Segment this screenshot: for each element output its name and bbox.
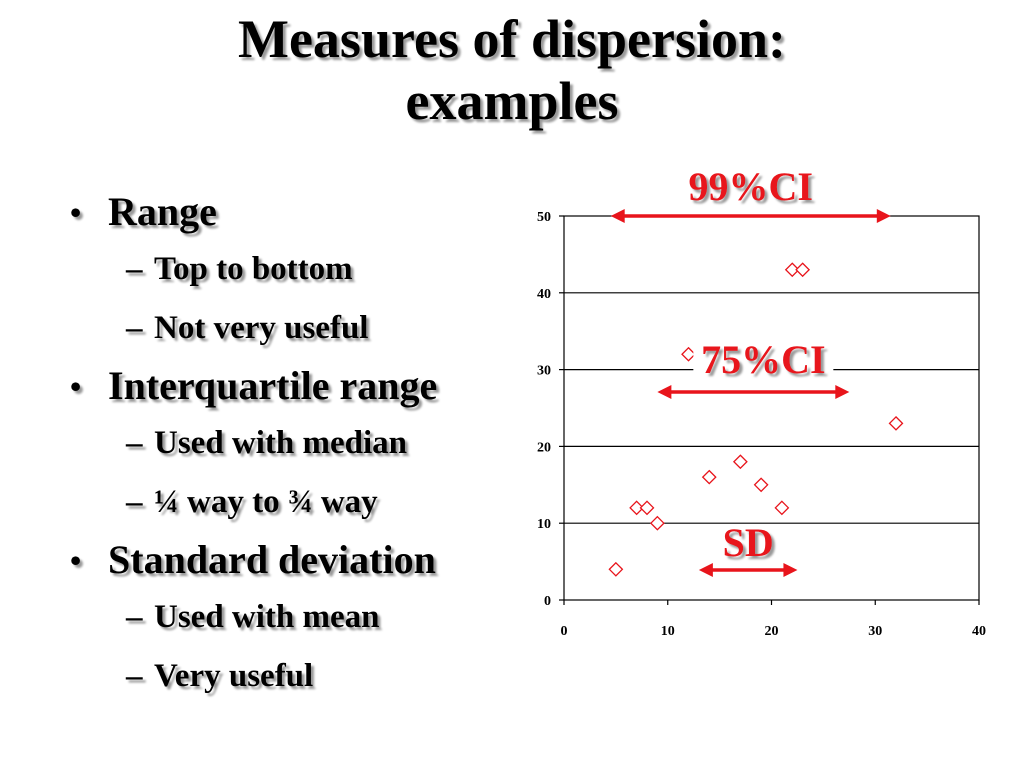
bullet-label-range: Range	[108, 189, 217, 234]
sub-bullet-label: Top to bottom	[154, 251, 353, 287]
bullet-marker: •	[70, 368, 82, 404]
sub-bullet-top-to-bottom: – Top to bottom	[68, 240, 528, 299]
bullet-marker: •	[70, 194, 82, 230]
data-point	[629, 500, 645, 516]
x-tick-label: 0	[561, 624, 568, 639]
arrowhead-right-icon	[876, 209, 891, 223]
y-tick-label: 0	[544, 594, 551, 609]
sub-bullet-used-with-median: – Used with median	[68, 414, 528, 473]
sub-bullet-marker: –	[126, 658, 143, 694]
y-tick-label: 10	[537, 517, 551, 532]
chart-gridlines	[564, 292, 979, 524]
sub-bullet-marker: –	[126, 484, 143, 520]
annotation-label-background	[693, 337, 834, 381]
sub-bullet-used-with-mean: – Used with mean	[68, 588, 528, 647]
data-point	[608, 561, 624, 577]
bullet-marker: •	[70, 542, 82, 578]
y-tick-label: 30	[537, 364, 551, 379]
arrowhead-right-icon	[835, 385, 850, 399]
data-point	[649, 515, 665, 531]
sub-bullet-label: Very useful	[154, 658, 314, 694]
data-point	[774, 500, 790, 516]
sub-bullet-marker: –	[126, 599, 143, 635]
bullet-range: • Range	[68, 184, 528, 240]
sub-bullet-label: Not very useful	[154, 310, 369, 346]
bullet-label-standard-deviation: Standard deviation	[108, 537, 436, 582]
annotation-label: 99%CI	[689, 164, 813, 209]
x-tick-label: 40	[972, 624, 986, 639]
sub-bullet-label: Used with mean	[154, 599, 380, 635]
bullet-list: • Range – Top to bottom – Not very usefu…	[68, 184, 528, 706]
chart-points	[608, 262, 904, 577]
annotation-label: 75%CI	[701, 337, 825, 382]
sub-bullet-label: ¼ way to ¾ way	[154, 484, 378, 520]
annotation-1: 75%CI	[657, 337, 850, 399]
sub-bullet-quarter-to-three-quarter: – ¼ way to ¾ way	[68, 473, 528, 532]
bullet-label-interquartile-range: Interquartile range	[108, 363, 438, 408]
sub-bullet-marker: –	[126, 310, 143, 346]
annotation-0: 99%CI	[610, 164, 891, 223]
data-point	[681, 346, 696, 362]
arrowhead-right-icon	[783, 563, 798, 577]
data-point	[732, 454, 748, 470]
annotation-label: SD	[723, 520, 774, 565]
data-point	[639, 500, 655, 516]
x-tick-label: 30	[868, 624, 882, 639]
arrowhead-left-icon	[698, 563, 713, 577]
sub-bullet-marker: –	[126, 425, 143, 461]
sub-bullet-very-useful: – Very useful	[68, 647, 528, 706]
y-tick-label: 50	[537, 210, 551, 225]
data-point	[784, 262, 800, 278]
bullet-standard-deviation: • Standard deviation	[68, 532, 528, 588]
slide-title-line-2: examples	[405, 71, 619, 131]
chart-axes: 0 10 20 30 40 50 0 10 20 30 40	[537, 210, 986, 639]
bullet-interquartile-range: • Interquartile range	[68, 358, 528, 414]
data-point	[701, 469, 717, 485]
sub-bullet-marker: –	[126, 251, 143, 287]
slide-title: Measures of dispersion: examples	[0, 8, 1024, 132]
data-point	[795, 262, 811, 278]
x-tick-label: 20	[765, 624, 779, 639]
chart-annotations: 99%CI 75%CI SD	[610, 164, 891, 577]
data-point	[888, 415, 904, 431]
annotation-2: SD	[698, 520, 798, 577]
sub-bullet-not-very-useful: – Not very useful	[68, 299, 528, 358]
y-tick-label: 40	[537, 287, 551, 302]
sub-bullet-label: Used with median	[154, 425, 408, 461]
arrowhead-left-icon	[657, 385, 672, 399]
arrowhead-left-icon	[610, 209, 625, 223]
slide-title-line-1: Measures of dispersion:	[238, 9, 786, 69]
data-point	[753, 477, 769, 493]
x-tick-label: 10	[661, 624, 675, 639]
y-tick-label: 20	[537, 440, 551, 455]
